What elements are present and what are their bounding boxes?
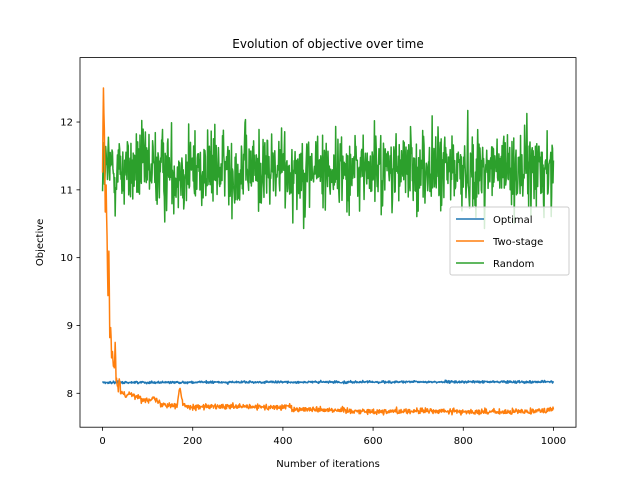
x-tick-label: 600 (364, 436, 383, 447)
legend-box (449, 206, 570, 276)
y-tick-label: 8 (67, 389, 73, 400)
series-line-two-stage (101, 87, 555, 416)
legend-label-two-stage: Two-stage (492, 237, 543, 248)
y-tick-label: 9 (67, 321, 73, 332)
plot-area (79, 57, 577, 428)
legend-label-optimal: Optimal (493, 215, 533, 226)
series-layer (101, 87, 555, 416)
chart-title: Evolution of objective over time (232, 37, 423, 51)
legend: Optimal Two-stage Random (449, 206, 570, 276)
y-tick-label: 10 (60, 253, 73, 264)
x-axis-label: Number of iterations (276, 459, 380, 470)
y-axis-label: Objective (35, 219, 46, 266)
y-tick-label: 12 (60, 118, 73, 129)
y-tick-label: 11 (60, 185, 73, 196)
x-tick-label: 1000 (541, 436, 566, 447)
x-axis: 0 200 400 600 800 1000 (99, 427, 566, 447)
x-tick-label: 800 (454, 436, 473, 447)
x-tick-label: 200 (183, 436, 202, 447)
x-tick-label: 400 (273, 436, 292, 447)
x-tick-label: 0 (99, 436, 105, 447)
y-axis: 8 9 10 11 12 (60, 118, 80, 400)
series-line-optimal (101, 379, 555, 385)
legend-label-random: Random (493, 259, 534, 270)
axes-frame (79, 57, 577, 428)
series-line-random (101, 109, 555, 230)
